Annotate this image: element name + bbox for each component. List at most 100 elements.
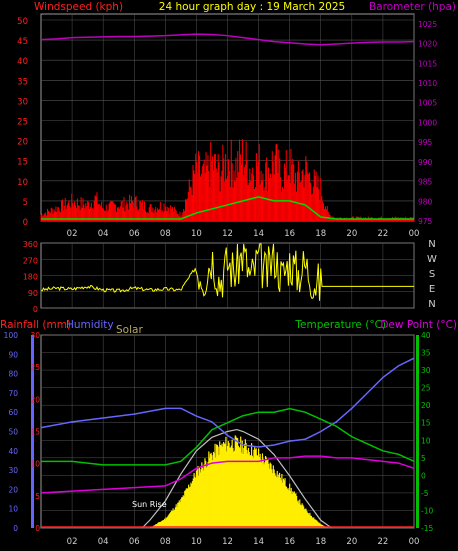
windspeed-tick-label: 15: [17, 158, 28, 168]
barometer-tick-label: 985: [418, 178, 433, 187]
graph-title: 24 hour graph day : 19 March 2025: [159, 1, 345, 13]
x-tick-label: 16: [284, 229, 295, 239]
direction-tick-label: 180: [23, 273, 38, 282]
x-tick-label: 20: [346, 229, 357, 239]
temperature-tick-label: 20: [421, 401, 431, 410]
humidity-tick-label: 10: [8, 505, 18, 514]
windspeed-tick-label: 0: [23, 218, 28, 228]
x-tick-label: 06: [129, 537, 140, 547]
windspeed-axis-label: Windspeed (kph): [34, 1, 123, 13]
rainfall-tick-label: 30: [30, 331, 40, 340]
temperature-line: [41, 407, 415, 466]
temperature-tick-label: 15: [421, 419, 431, 428]
rainfall-axis-label: Rainfall (mm): [0, 319, 71, 331]
temperature-tick-label: 10: [421, 436, 431, 445]
humidity-tick-label: 50: [8, 428, 18, 437]
direction-tick-label: 270: [23, 256, 38, 265]
rain-temperature-panel: -15-10-505101520253035400102030405060708…: [4, 331, 434, 547]
humidity-tick-label: 100: [4, 331, 19, 340]
x-tick-label: 18: [315, 229, 326, 239]
windspeed-tick-label: 45: [17, 37, 28, 47]
compass-label: N: [428, 239, 435, 250]
x-tick-label: 22: [378, 229, 389, 239]
compass-label: W: [427, 254, 437, 265]
rainfall-tick-label: 0: [35, 524, 40, 533]
x-tick-label: 10: [191, 537, 202, 547]
x-tick-label: 10: [191, 229, 202, 239]
x-tick-label: 20: [346, 537, 357, 547]
windspeed-tick-label: 25: [17, 118, 28, 128]
humidity-tick-label: 20: [8, 485, 18, 494]
humidity-tick-label: 0: [13, 524, 18, 533]
barometer-tick-label: 1005: [418, 99, 437, 108]
x-tick-label: 06: [129, 229, 140, 239]
x-tick-label: 02: [67, 229, 78, 239]
windspeed-tick-label: 5: [23, 198, 28, 208]
humidity-axis-label: Humidity: [66, 319, 114, 331]
windspeed-tick-label: 35: [17, 77, 28, 87]
x-tick-label: 12: [222, 537, 233, 547]
windspeed-tick-label: 10: [17, 178, 28, 188]
windspeed-tick-label: 50: [17, 17, 28, 27]
x-tick-label: 14: [253, 229, 264, 239]
compass-label: N: [428, 299, 435, 310]
x-tick-label: 16: [284, 537, 295, 547]
barometer-tick-label: 980: [418, 197, 433, 206]
wind-direction-line: [40, 243, 414, 301]
rainfall-tick-label: 15: [30, 428, 40, 437]
temperature-tick-label: 25: [421, 384, 431, 393]
rainfall-tick-label: 10: [30, 460, 40, 469]
temperature-tick-label: 35: [421, 349, 431, 358]
x-tick-label: 04: [98, 537, 109, 547]
humidity-tick-label: 70: [8, 389, 18, 398]
average-wind-line: [41, 196, 414, 220]
barometer-tick-label: 990: [418, 158, 433, 167]
solar-label: Solar: [116, 324, 143, 336]
direction-tick-label: 360: [23, 240, 38, 249]
humidity-line: [40, 357, 415, 448]
barometer-tick-label: 1020: [418, 40, 437, 49]
x-tick-label: 00: [409, 229, 420, 239]
sun-rise-label: Sun Rise: [132, 500, 167, 509]
temperature-tick-label: -5: [421, 489, 429, 498]
windspeed-tick-label: 20: [17, 138, 28, 148]
barometer-tick-label: 1025: [418, 20, 437, 29]
temperature-axis-bar: [416, 335, 419, 528]
temperature-tick-label: 40: [421, 331, 431, 340]
humidity-tick-label: 40: [8, 447, 18, 456]
compass-label: E: [429, 284, 435, 295]
x-tick-label: 12: [222, 229, 233, 239]
humidity-tick-label: 90: [8, 350, 18, 359]
x-tick-label: 14: [253, 537, 264, 547]
compass-label: S: [429, 269, 435, 280]
dew-point-line: [40, 455, 415, 494]
rainfall-tick-label: 5: [35, 492, 40, 501]
barometer-tick-label: 1000: [418, 118, 437, 127]
barometer-tick-label: 1010: [418, 79, 437, 88]
humidity-tick-label: 60: [8, 408, 18, 417]
barometer-tick-label: 1015: [418, 59, 437, 68]
temperature-tick-label: 30: [421, 366, 431, 375]
temperature-tick-label: 0: [421, 471, 426, 480]
x-tick-label: 22: [378, 537, 389, 547]
windspeed-tick-label: 40: [17, 57, 28, 67]
temperature-axis-label: Temperature (°C): [294, 319, 386, 331]
wind-pressure-panel: 0510152025303540455097598098599099510001…: [17, 13, 437, 239]
x-tick-label: 02: [67, 537, 78, 547]
theoretical-solar-curve: [141, 428, 332, 529]
dew-point-axis-label: Dew Point (°C): [380, 319, 457, 331]
direction-tick-label: 0: [33, 305, 38, 314]
barometer-axis-label: Barometer (hpa): [369, 1, 456, 13]
x-tick-label: 04: [98, 229, 109, 239]
rainfall-tick-label: 25: [30, 363, 40, 372]
direction-tick-label: 90: [28, 289, 38, 298]
x-tick-label: 18: [315, 537, 326, 547]
barometer-tick-label: 975: [418, 217, 433, 226]
humidity-tick-label: 30: [8, 466, 18, 475]
rainfall-tick-label: 20: [30, 395, 40, 404]
barometer-line: [40, 33, 415, 46]
temperature-tick-label: 5: [421, 454, 426, 463]
windspeed-tick-label: 30: [17, 97, 28, 107]
temperature-tick-label: -10: [421, 506, 433, 515]
